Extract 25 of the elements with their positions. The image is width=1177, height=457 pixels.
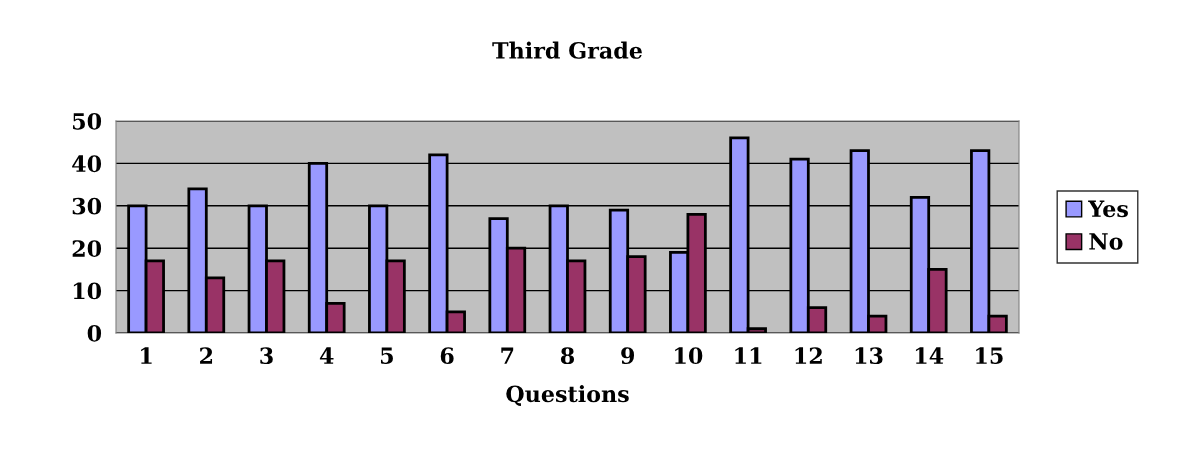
x-tick-label: 2 (200, 347, 213, 364)
x-tick-label: 3 (260, 347, 273, 365)
x-tick-label: 14 (915, 347, 944, 364)
y-tick-label: 0 (87, 324, 102, 342)
y-tick-label: 50 (73, 112, 102, 130)
x-tick-label: 15 (976, 347, 1003, 365)
x-tick-label: 7 (501, 347, 514, 364)
x-tick-label: 5 (380, 347, 393, 365)
x-tick-label: 1 (141, 347, 152, 364)
y-tick-label: 40 (72, 155, 102, 173)
legend-label: No (1089, 233, 1123, 250)
y-tick-label: 20 (72, 240, 102, 257)
legend-label: Yes (1088, 200, 1128, 218)
x-tick-label: 12 (795, 347, 822, 364)
x-axis-title: Questions (506, 385, 629, 406)
chart-title: Third Grade (492, 41, 642, 59)
x-tick-label: 6 (440, 347, 454, 365)
x-tick-label: 10 (675, 347, 703, 365)
x-tick-label: 8 (560, 347, 575, 365)
x-tick-label: 9 (621, 347, 635, 365)
y-tick-label: 10 (73, 282, 102, 300)
x-tick-label: 4 (319, 347, 334, 364)
y-tick-label: 30 (72, 197, 102, 215)
x-tick-label: 11 (735, 347, 762, 364)
x-tick-label: 13 (855, 347, 883, 365)
